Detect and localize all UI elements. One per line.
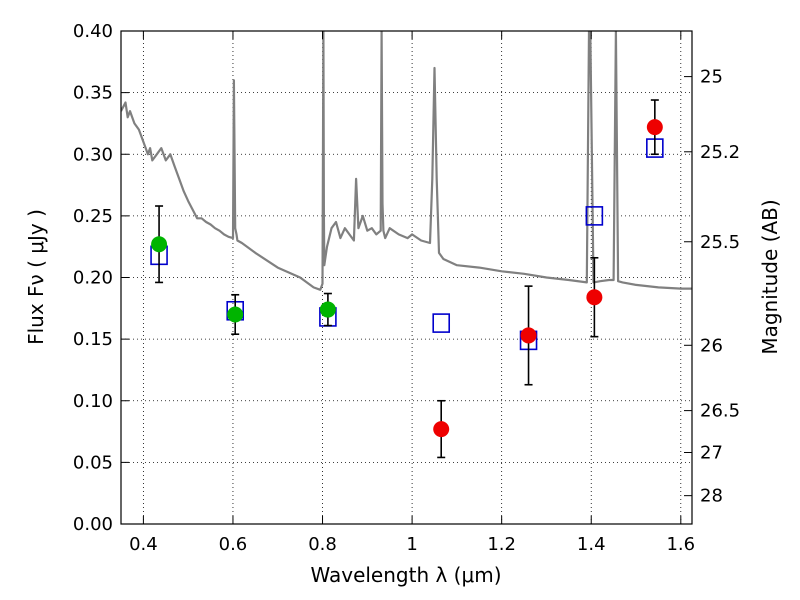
y-axis-title: Flux Fν ( μJy ) [24,209,48,345]
x-tick-label: 0.6 [219,534,248,555]
y-tick-label: 0.10 [73,391,113,412]
y-tick-label: 0.15 [73,329,113,350]
x-axis-title: Wavelength λ (μm) [310,563,501,587]
observed-flux-point [433,421,450,438]
observed-flux-point [319,301,336,318]
y2-tick-label: 26 [700,335,723,356]
model-square-point [432,313,451,333]
y2-tick-label: 25.5 [700,232,740,253]
observed-flux-point [520,327,537,344]
y2-axis-title: Magnitude (AB) [758,199,782,354]
y-tick-label: 0.25 [73,206,113,227]
x-tick-label: 1.4 [577,534,606,555]
y-tick-label: 0.35 [73,83,113,104]
y-tick-label: 0.30 [73,144,113,165]
y-tick-label: 0.40 [73,21,113,42]
x-tick-label: 1.6 [666,534,695,555]
observed-flux-point [227,306,244,323]
spectrum-line [121,31,692,291]
x-tick-label: 0.8 [308,534,337,555]
observed-flux-point [151,236,168,253]
y-tick-label: 0.05 [73,452,113,473]
x-tick-label: 0.4 [129,534,158,555]
y-tick-label: 0.20 [73,268,113,289]
observed-flux-point [646,119,663,136]
x-tick-label: 1 [406,534,417,555]
y2-tick-label: 25 [700,67,723,88]
observed-flux-point [586,289,603,306]
model-square-point [585,206,604,226]
x-tick-label: 1.2 [487,534,516,555]
y2-tick-label: 28 [700,486,723,507]
y2-tick-label: 27 [700,443,723,464]
y-tick-label: 0.00 [73,514,113,535]
y2-tick-label: 26.5 [700,401,740,422]
axis-ticks: 0.4 0.6 0.8 1 1.2 1.4 1.6 0.00 0.05 0.10 0.15 0.20 0… [73,21,740,555]
y2-tick-label: 25.2 [700,142,740,163]
plot-area [121,31,692,459]
